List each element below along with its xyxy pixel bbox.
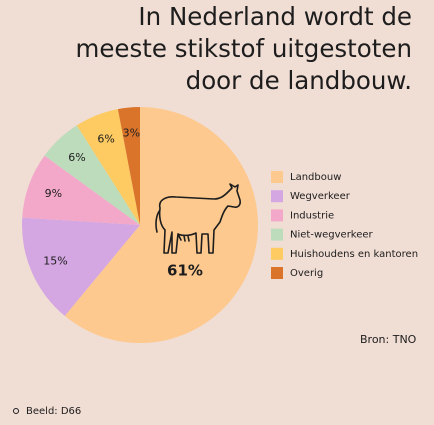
legend-label: Wegverkeer: [290, 191, 351, 202]
credit-icon: [13, 408, 19, 414]
legend-label: Landbouw: [290, 172, 341, 183]
pie-slice: [76, 109, 140, 225]
slice-label: 15%: [43, 255, 67, 268]
title-line: door de landbouw.: [186, 66, 412, 95]
legend-label: Niet-wegverkeer: [290, 230, 374, 241]
credit: Beeld: D66: [26, 406, 81, 417]
pie-slice: [117, 107, 140, 225]
legend-swatch: [271, 209, 283, 222]
legend-swatch: [271, 267, 283, 279]
slice-label: 3%: [123, 126, 140, 139]
slice-label: 6%: [97, 132, 114, 145]
source: Bron: TNO: [360, 333, 417, 346]
cow-icon: [155, 183, 241, 254]
legend-swatch: [271, 171, 283, 183]
pie: [21, 107, 258, 343]
legend-swatch: [271, 190, 283, 203]
title-line: meeste stikstof uitgestoten: [75, 34, 412, 63]
legend-label: Industrie: [290, 210, 334, 221]
legend-label: Huishoudens en kantoren: [290, 249, 418, 260]
slice-label: 6%: [68, 151, 85, 164]
legend-swatch: [271, 228, 283, 241]
pie-slice: [21, 217, 140, 316]
legend-label: Overig: [290, 268, 323, 279]
slice-label: 61%: [167, 262, 203, 280]
pie-slice: [44, 125, 140, 225]
pie-slice: [22, 155, 140, 225]
title-line: In Nederland wordt de: [138, 2, 412, 31]
legend-swatch: [271, 247, 283, 260]
slice-label: 9%: [45, 187, 62, 200]
